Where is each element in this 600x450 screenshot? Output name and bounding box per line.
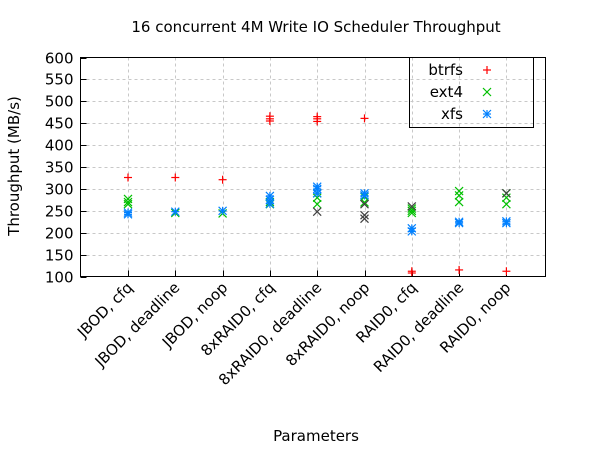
data-point-ext4: [123, 194, 133, 204]
y-tick-label: 600: [45, 50, 74, 68]
data-point-ext4: [312, 199, 322, 209]
legend-marker-xfs: [482, 109, 492, 119]
data-point-xfs: [265, 191, 275, 201]
legend-label-ext4: ext4: [430, 83, 463, 101]
data-point-ext4: [407, 206, 417, 216]
y-tick-label: 250: [45, 203, 74, 221]
y-tick-label: 350: [45, 159, 74, 177]
data-point-btrfs: [313, 112, 322, 121]
y-tick-label: 400: [45, 137, 74, 155]
y-tick-label: 100: [45, 269, 74, 287]
data-point-btrfs: [407, 267, 416, 276]
y-tick-label: 500: [45, 93, 74, 111]
y-tick-label: 450: [45, 115, 74, 133]
data-point-ext4: [123, 197, 133, 207]
data-point-btrfs: [218, 175, 227, 184]
data-point-unlabeled: [360, 214, 369, 224]
data-point-unlabeled: [501, 188, 511, 198]
data-point-xfs: [170, 207, 180, 217]
x-tick-label: 8xRAID0, noop: [282, 279, 373, 370]
y-tick-label: 550: [45, 71, 74, 89]
data-point-ext4: [454, 191, 464, 200]
y-tick-label: 150: [45, 247, 74, 265]
data-point-ext4: [312, 193, 322, 203]
legend-label-btrfs: btrfs: [428, 61, 463, 79]
data-point-xfs: [312, 188, 322, 198]
data-point-xfs: [454, 217, 464, 227]
data-point-btrfs: [171, 173, 180, 182]
data-point-xfs: [312, 182, 322, 192]
data-point-xfs: [123, 208, 133, 217]
data-point-btrfs: [502, 267, 511, 276]
data-point-ext4: [501, 199, 511, 209]
data-point-btrfs: [360, 114, 369, 123]
data-point-ext4: [454, 186, 464, 196]
data-point-btrfs: [265, 112, 274, 121]
data-point-unlabeled: [360, 210, 369, 220]
data-point-unlabeled: [407, 201, 417, 211]
data-point-xfs: [360, 188, 369, 198]
y-tick-label: 300: [45, 181, 74, 199]
legend-marker-ext4: [482, 87, 492, 97]
plot-border: [80, 57, 546, 277]
chart-title: 16 concurrent 4M Write IO Scheduler Thro…: [131, 18, 500, 36]
data-point-xfs: [501, 216, 511, 226]
legend-label-xfs: xfs: [441, 105, 463, 123]
data-point-btrfs: [455, 265, 464, 274]
y-axis-label: Throughput (MB/s): [5, 96, 23, 237]
y-tick-label: 200: [45, 225, 74, 243]
x-tick-label: JBOD, deadline: [91, 279, 184, 372]
data-point-ext4: [407, 204, 417, 214]
data-point-ext4: [407, 208, 417, 218]
data-point-unlabeled: [312, 207, 322, 217]
data-point-xfs: [218, 206, 228, 216]
data-point-btrfs: [124, 173, 132, 182]
x-axis-label: Parameters: [273, 427, 359, 445]
data-point-ext4: [501, 193, 511, 203]
data-point-xfs: [407, 223, 417, 233]
data-point-unlabeled: [360, 199, 369, 209]
data-point-ext4: [454, 197, 464, 207]
legend-marker-btrfs: [483, 66, 491, 74]
